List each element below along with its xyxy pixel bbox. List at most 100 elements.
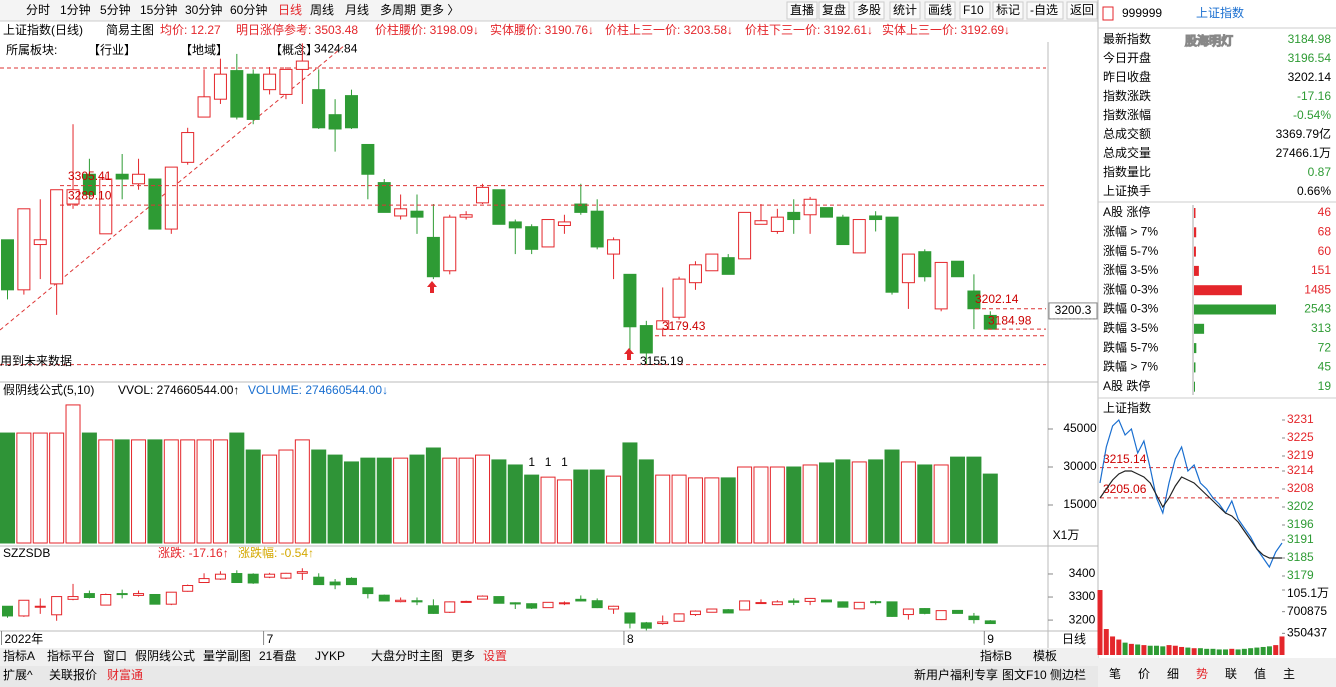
toolbar-button[interactable]: -自选 (1030, 3, 1058, 17)
toolbar-button-bg[interactable] (1066, 1, 1098, 20)
indicator-tab[interactable]: JYKP (315, 649, 345, 663)
toolbar-button-bg[interactable] (1026, 1, 1064, 20)
breadth-bar (1194, 265, 1199, 276)
breadth-count: 313 (1311, 321, 1331, 335)
indicator-tab[interactable]: 指标平台 (47, 648, 95, 663)
panel-tab[interactable]: 势 (1196, 667, 1208, 681)
indicator-tab[interactable]: 窗口 (103, 649, 127, 663)
toolbar-button-bg[interactable] (959, 1, 991, 20)
status-item[interactable]: 财富通 (107, 667, 143, 682)
toolbar-button[interactable]: F10 (963, 3, 984, 17)
candle-body (902, 608, 914, 616)
candle-body (575, 598, 587, 602)
candle-body (885, 216, 899, 293)
y-tick-label: 3231 (1287, 412, 1314, 426)
candle-body (935, 610, 947, 621)
toolbar-tab[interactable]: 15分钟 (140, 2, 177, 17)
toolbar-button-bg[interactable] (992, 1, 1024, 20)
toolbar-tab[interactable]: 1分钟 (60, 2, 91, 17)
toolbar-tab[interactable]: 周线 (310, 3, 334, 17)
volume-bar (819, 462, 834, 544)
volume-bar (343, 461, 359, 544)
breadth-bar (1194, 343, 1197, 354)
panel-tab[interactable]: 细 (1167, 667, 1179, 681)
y-tick-label: 3202 (1287, 499, 1314, 513)
toolbar-button[interactable]: 直播 (790, 3, 814, 17)
toolbar-button[interactable]: 复盘 (822, 2, 846, 17)
candle-body (608, 605, 620, 610)
candle-body (99, 178, 113, 235)
status-item[interactable]: 侧边栏 (1050, 667, 1086, 682)
toolbar-tab[interactable]: 月线 (345, 3, 369, 17)
toolbar-tab[interactable]: 日线 (278, 3, 302, 17)
candle-body (231, 573, 243, 584)
volume-bar (212, 439, 228, 544)
candle-body (33, 239, 47, 246)
toolbar-tab[interactable]: 60分钟 (230, 2, 267, 17)
toolbar-tab[interactable]: 分时 (26, 3, 50, 17)
toolbar-button[interactable]: 多股 (857, 3, 881, 17)
indicator-tab[interactable]: 指标B (980, 648, 1012, 663)
mini-volume-bar (1197, 648, 1203, 655)
candle-body (182, 585, 194, 592)
candle-body (673, 613, 685, 622)
toolbar-button[interactable]: 返回 (1070, 3, 1094, 17)
volume-bar (769, 466, 785, 544)
info-item: 上证指数(日线) (3, 22, 83, 37)
volume-bar (589, 469, 605, 544)
toolbar-button[interactable]: 统计 (893, 3, 917, 17)
toolbar-button[interactable]: 画线 (928, 3, 952, 17)
toolbar-tab[interactable]: 5分钟 (100, 2, 131, 17)
indicator-tab[interactable]: 模板 (1033, 649, 1057, 663)
status-item[interactable]: 关联报价 (49, 667, 97, 682)
candle-body (214, 573, 226, 580)
status-item[interactable]: 新用户福利专享 (914, 667, 998, 682)
y-tick-label: 30000 (1063, 459, 1097, 473)
volume-bar (802, 464, 818, 544)
breadth-bar (1194, 381, 1195, 392)
info-item: 价柱上三一价: 3203.58↓ (605, 22, 733, 37)
toolbar-button-bg[interactable] (818, 1, 850, 20)
toolbar-button-bg[interactable] (786, 1, 818, 20)
candle-body (17, 208, 31, 291)
candle-body (952, 609, 964, 614)
panel-tab[interactable]: 笔 (1109, 666, 1121, 681)
indicator-tab[interactable]: 假阴线公式 (135, 649, 195, 663)
panel-tab[interactable]: 主 (1283, 667, 1295, 681)
candle-body (542, 601, 554, 609)
indicator-tab[interactable]: 更多 (451, 649, 475, 663)
status-item[interactable]: 扩展^ (3, 668, 33, 682)
toolbar-button-bg[interactable] (853, 1, 885, 20)
candle-body (837, 601, 849, 608)
market-badge[interactable] (1102, 6, 1114, 21)
candle-body (361, 143, 375, 175)
indicator-tab[interactable]: 量学副图 (203, 648, 251, 663)
quote-label: 最新指数 (1103, 31, 1151, 46)
toolbar-tab[interactable]: 30分钟 (185, 2, 222, 17)
toolbar-button[interactable]: 标记 (996, 3, 1020, 17)
volume-bar (16, 432, 32, 544)
mini-volume-bar (1260, 646, 1266, 655)
indicator-tab[interactable]: 设置 (483, 649, 507, 663)
volume-bar (606, 475, 622, 544)
toolbar-button-bg[interactable] (924, 1, 956, 20)
panel-tab[interactable]: 值 (1254, 666, 1266, 681)
mini-volume-bar (1116, 639, 1122, 655)
volume-bar (687, 477, 703, 544)
breadth-count: 151 (1311, 263, 1331, 277)
status-item[interactable]: 图文F10 (1002, 667, 1047, 682)
indicator-tab[interactable]: 21看盘 (259, 648, 296, 663)
period-label: 日线 (1062, 632, 1086, 646)
panel-tab[interactable]: 价 (1138, 667, 1150, 681)
breadth-count: 45 (1318, 360, 1332, 374)
toolbar-tab[interactable]: 多周期 (380, 3, 416, 17)
candle-body (345, 577, 357, 586)
toolbar-button-bg[interactable] (889, 1, 921, 20)
indicator-tab[interactable]: 大盘分时主图 (371, 648, 443, 663)
quote-value: -17.16 (1297, 89, 1331, 103)
indicator-tab[interactable]: 指标A (3, 648, 35, 663)
candle-body (427, 605, 439, 614)
toolbar-tab[interactable]: 更多 〉 (420, 3, 459, 17)
panel-tab[interactable]: 联 (1225, 667, 1237, 681)
